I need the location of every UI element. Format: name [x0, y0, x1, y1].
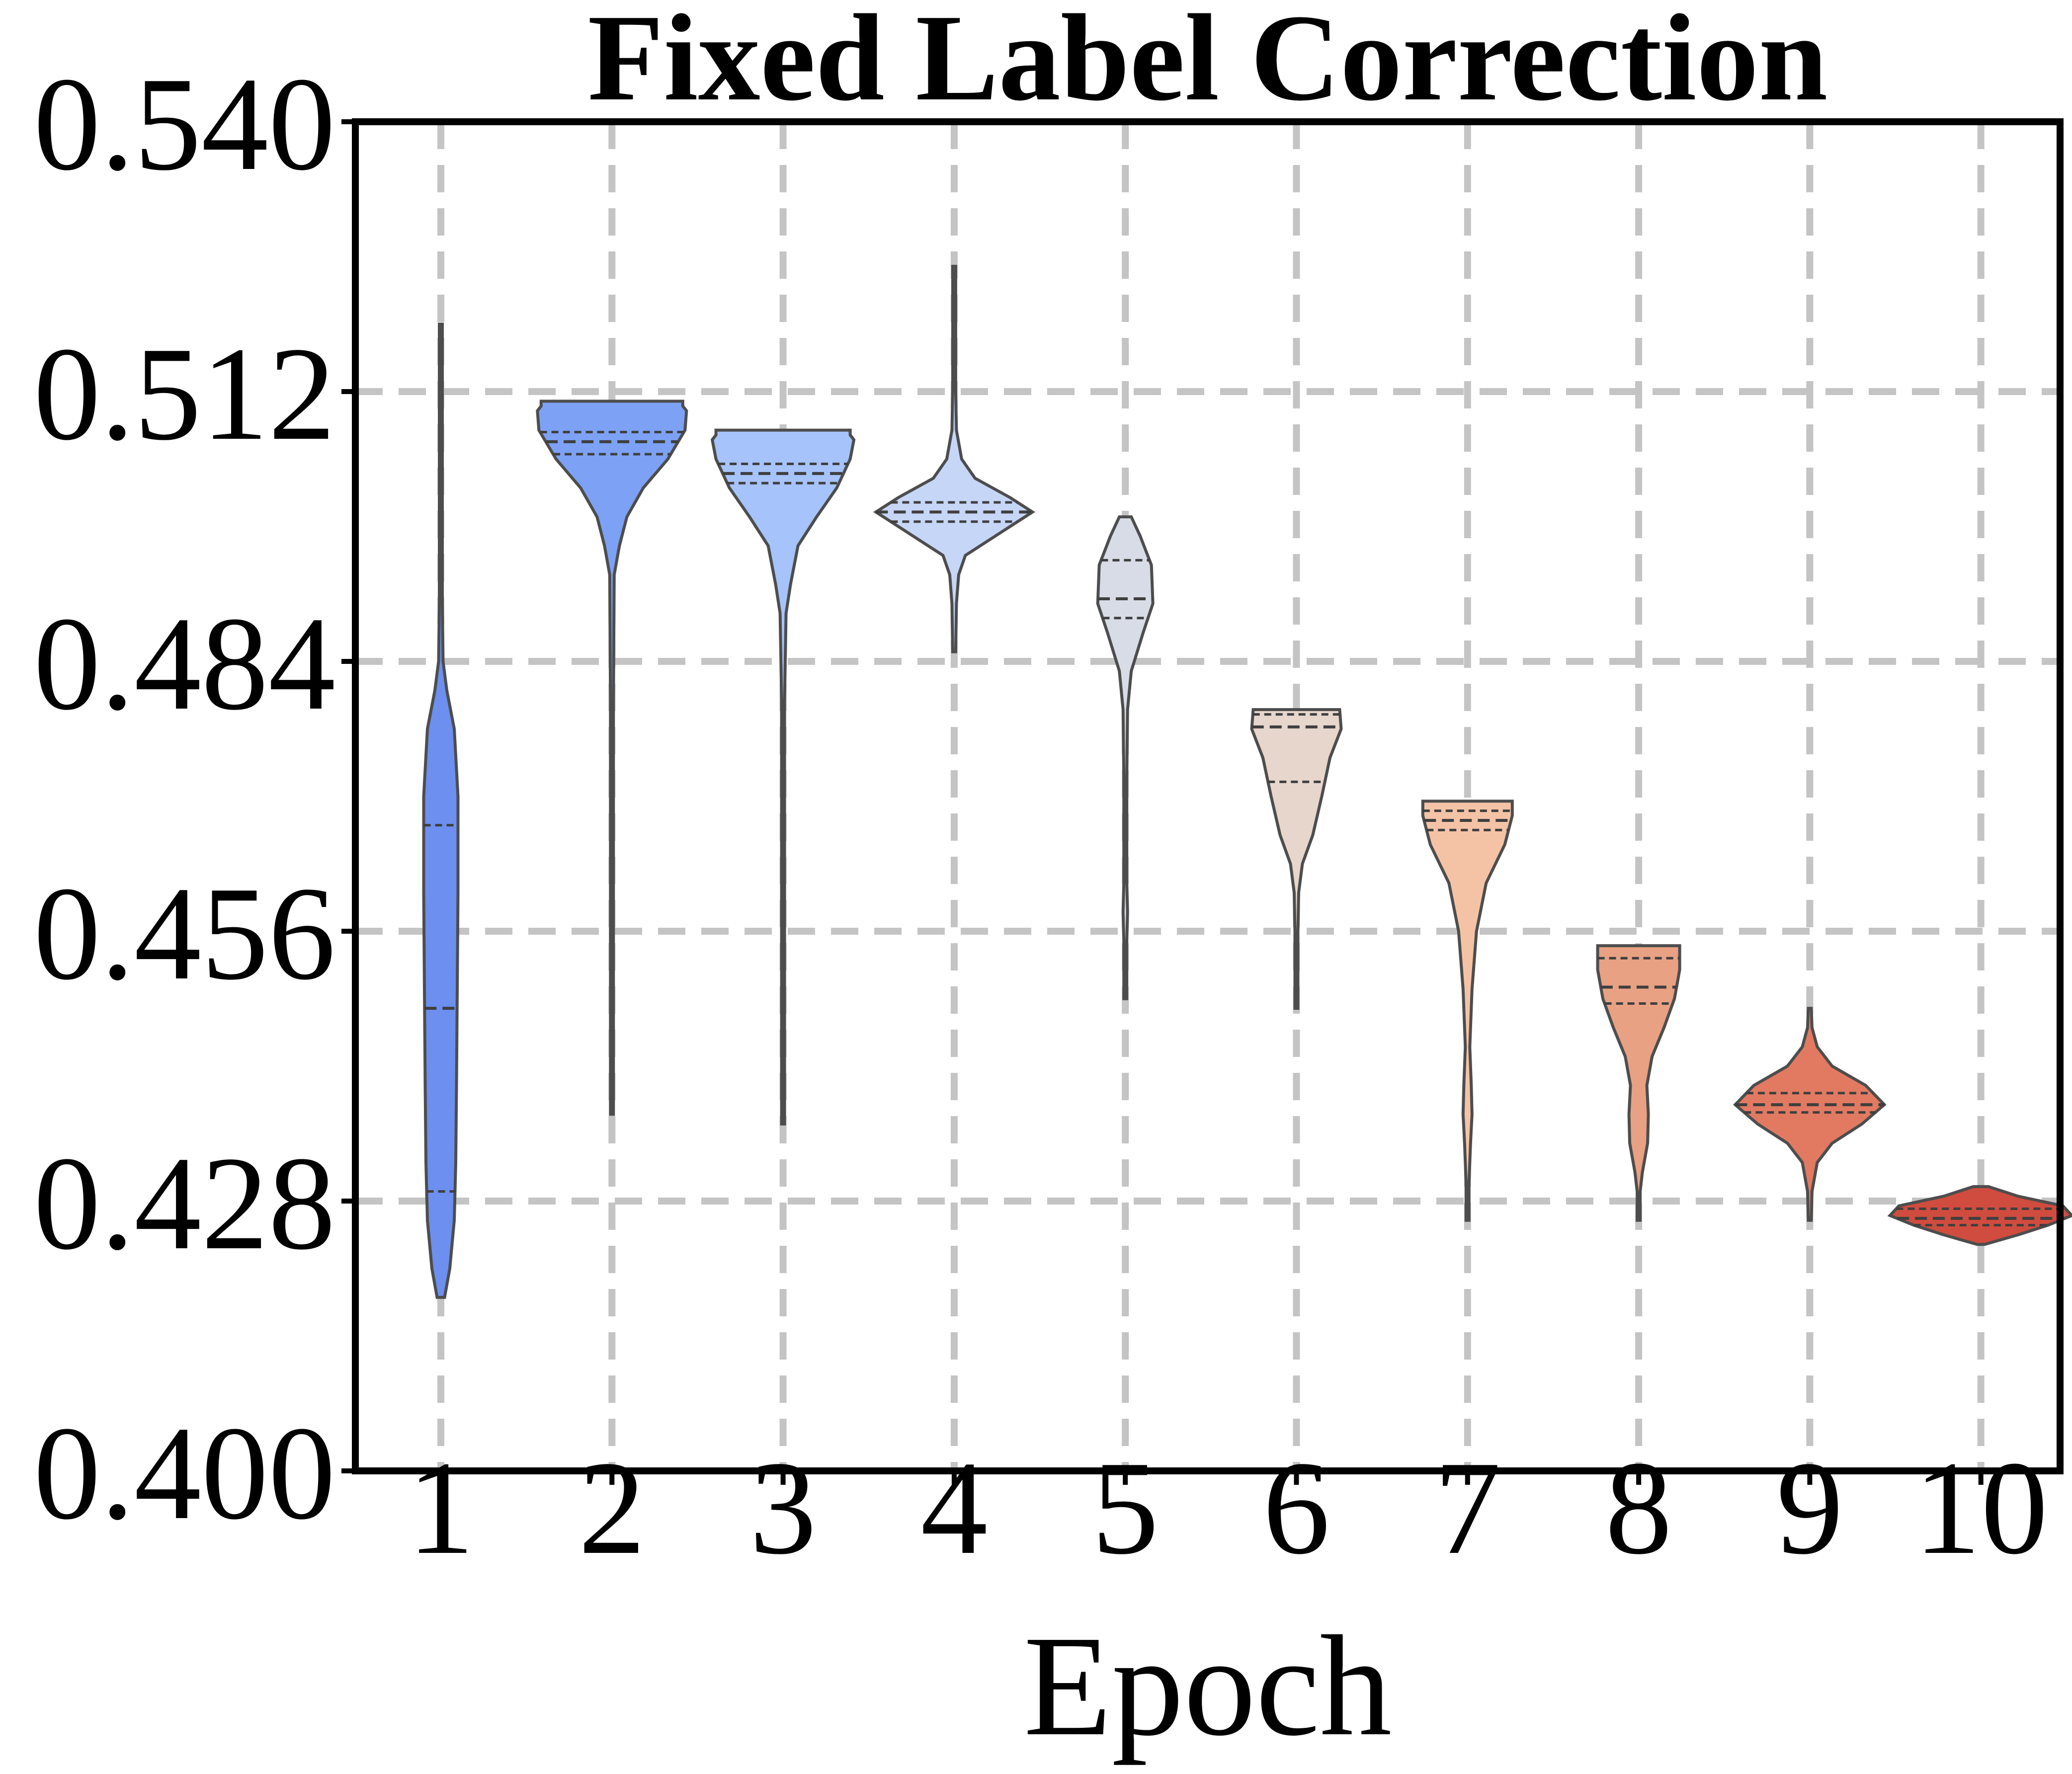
y-tick-label: 0.456	[34, 859, 336, 1008]
violin-body	[1733, 1007, 1887, 1222]
violin-epoch-3	[710, 428, 856, 1126]
violin-epoch-7	[1421, 800, 1514, 1222]
violin-body	[1887, 1185, 2072, 1246]
x-axis-label: Epoch	[1024, 1606, 1392, 1766]
violin-epoch-6	[1250, 708, 1343, 1010]
x-tick-label: 8	[1605, 1434, 1672, 1582]
violin-body	[873, 264, 1035, 653]
x-tick-label: 4	[920, 1434, 988, 1582]
plot-frame	[352, 118, 2064, 1474]
axes: 0.400 0.428 0.456 0.484 0.512 0.540 1 2 3 4 5 6 7 8 9 1…	[34, 50, 2064, 1582]
violins	[422, 264, 2072, 1299]
x-tick-label: 2	[579, 1434, 646, 1582]
violin-body	[1421, 800, 1514, 1222]
violin-epoch-10	[1887, 1185, 2072, 1246]
y-tick-label: 0.400	[34, 1399, 336, 1547]
y-tick-label: 0.428	[34, 1129, 336, 1278]
x-tick-label: 6	[1263, 1434, 1330, 1582]
x-tick-label: 3	[749, 1434, 817, 1582]
violin-epoch-9	[1733, 1007, 1887, 1222]
y-tick-label: 0.540	[34, 50, 336, 198]
violin-body	[422, 323, 460, 1299]
violin-body	[1596, 944, 1681, 1222]
x-tick-label: 7	[1434, 1434, 1501, 1582]
y-tick-label: 0.484	[34, 589, 336, 738]
chart-title: Fixed Label Correction	[588, 0, 1828, 127]
violin-body	[536, 400, 688, 1116]
violin-epoch-5	[1096, 515, 1155, 1000]
violin-body	[710, 428, 856, 1126]
x-tick-label: 5	[1092, 1434, 1159, 1582]
y-tick-label: 0.512	[34, 320, 336, 468]
violin-epoch-4	[873, 264, 1035, 653]
x-tick-label: 9	[1776, 1434, 1843, 1582]
violin-epoch-8	[1596, 944, 1681, 1222]
violin-epoch-1	[422, 323, 460, 1299]
violin-epoch-2	[536, 400, 688, 1116]
violin-body	[1250, 708, 1343, 1010]
x-tick-label: 1	[408, 1434, 475, 1582]
x-tick-label: 10	[1914, 1434, 2048, 1582]
violin-body	[1096, 515, 1155, 1000]
